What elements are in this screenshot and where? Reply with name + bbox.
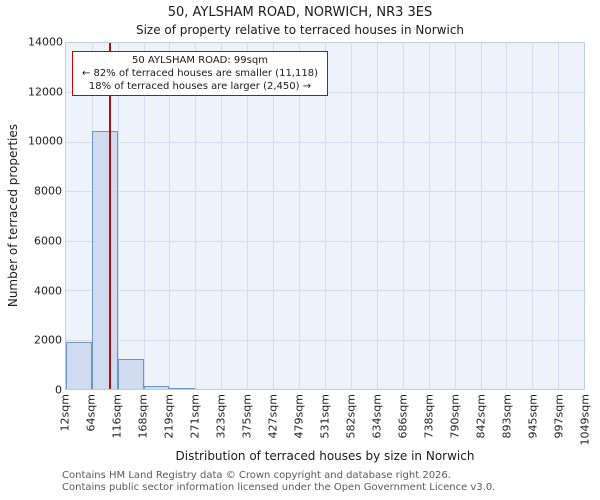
- y-gridline: [66, 240, 584, 242]
- x-gridline: [350, 43, 352, 389]
- x-gridline: [532, 43, 534, 389]
- x-tick-label: 945sqm: [526, 394, 540, 439]
- x-gridline: [273, 43, 275, 389]
- x-gridline: [247, 43, 249, 389]
- x-tick-label: 842sqm: [474, 394, 488, 439]
- y-tick-label: 12000: [28, 85, 63, 99]
- y-tick-label: 0: [55, 383, 62, 397]
- x-gridline: [221, 43, 223, 389]
- x-tick: 738sqm: [423, 394, 436, 442]
- histogram-bar: [117, 359, 144, 389]
- x-tick: 271sqm: [188, 394, 201, 442]
- x-tick-label: 64sqm: [84, 394, 98, 432]
- y-tick-label: 10000: [28, 134, 63, 148]
- x-tick-label: 271sqm: [188, 394, 202, 439]
- x-gridline: [402, 43, 404, 389]
- annotation-line2: ← 82% of terraced houses are smaller (11…: [82, 68, 318, 79]
- x-gridline: [325, 43, 327, 389]
- x-tick-label: 1049sqm: [578, 394, 592, 446]
- x-tick: 323sqm: [214, 394, 227, 442]
- y-tick-label: 6000: [34, 234, 62, 248]
- x-tick: 12sqm: [59, 394, 72, 435]
- y-tick-label: 8000: [34, 184, 62, 198]
- x-tick: 531sqm: [319, 394, 332, 442]
- x-gridline: [195, 43, 197, 389]
- y-gridline: [66, 141, 584, 143]
- y-gridline: [66, 191, 584, 193]
- histogram-bar: [169, 388, 196, 389]
- x-tick-label: 997sqm: [552, 394, 566, 439]
- x-tick-label: 790sqm: [448, 394, 462, 439]
- x-tick: 582sqm: [344, 394, 357, 442]
- x-gridline: [143, 43, 145, 389]
- x-tick: 634sqm: [370, 394, 383, 442]
- x-tick: 427sqm: [267, 394, 280, 442]
- x-gridline: [376, 43, 378, 389]
- x-tick-label: 582sqm: [344, 394, 358, 439]
- x-tick: 997sqm: [552, 394, 565, 442]
- y-axis-label: Number of terraced properties: [6, 42, 20, 390]
- chart-title: 50, AYLSHAM ROAD, NORWICH, NR3 3ES: [167, 5, 433, 20]
- footer: Contains HM Land Registry data © Crown c…: [62, 470, 495, 494]
- histogram-bar: [66, 342, 92, 389]
- x-tick-label: 116sqm: [110, 394, 124, 439]
- x-tick-label: 168sqm: [136, 394, 150, 439]
- x-tick: 116sqm: [111, 394, 124, 442]
- footer-line2: Contains public sector information licen…: [62, 482, 496, 493]
- x-tick: 790sqm: [449, 394, 462, 442]
- x-tick-label: 634sqm: [370, 394, 384, 439]
- x-gridline: [299, 43, 301, 389]
- histogram-bar: [143, 385, 170, 389]
- x-tick-label: 738sqm: [422, 394, 436, 439]
- y-tick-label: 4000: [34, 284, 62, 298]
- x-tick-label: 479sqm: [292, 394, 306, 439]
- x-tick-labels: 12sqm 64sqm 116sqm 168sqm 219sqm 271sqm 323sqm…: [59, 394, 592, 456]
- chart-subtitle: Size of property relative to terraced ho…: [135, 23, 465, 37]
- x-gridline: [506, 43, 508, 389]
- x-tick-label: 12sqm: [58, 394, 72, 432]
- x-tick: 842sqm: [475, 394, 488, 442]
- histogram-bar: [91, 130, 118, 389]
- x-tick: 479sqm: [293, 394, 306, 442]
- x-tick: 168sqm: [137, 394, 150, 442]
- plot-area: 50 AYLSHAM ROAD: 99sqm ← 82% of terraced…: [65, 42, 585, 390]
- y-gridline: [66, 290, 584, 292]
- footer-line1: Contains HM Land Registry data © Crown c…: [62, 470, 451, 481]
- y-tick-label: 14000: [28, 35, 63, 49]
- x-tick: 219sqm: [162, 394, 175, 442]
- x-tick: 1049sqm: [579, 394, 592, 449]
- x-tick: 686sqm: [396, 394, 409, 442]
- x-tick: 64sqm: [85, 394, 98, 435]
- x-axis-label: Distribution of terraced houses by size …: [175, 449, 475, 463]
- annotation-line1: 50 AYLSHAM ROAD: 99sqm: [132, 55, 268, 66]
- property-marker-line: [109, 43, 112, 389]
- x-tick: 893sqm: [500, 394, 513, 442]
- y-axis-label-text: Number of terraced properties: [6, 124, 20, 308]
- x-tick-label: 323sqm: [214, 394, 228, 439]
- x-tick-label: 375sqm: [240, 394, 254, 439]
- x-gridline: [480, 43, 482, 389]
- x-gridline: [558, 43, 560, 389]
- x-tick: 945sqm: [526, 394, 539, 442]
- y-gridline: [66, 339, 584, 341]
- annotation-box: 50 AYLSHAM ROAD: 99sqm ← 82% of terraced…: [72, 51, 328, 96]
- x-gridline: [117, 43, 119, 389]
- y-tick-label: 2000: [34, 333, 62, 347]
- annotation-line3: 18% of terraced houses are larger (2,450…: [88, 81, 312, 92]
- x-gridline: [169, 43, 171, 389]
- x-tick-label: 427sqm: [266, 394, 280, 439]
- x-gridline: [454, 43, 456, 389]
- x-tick-label: 219sqm: [162, 394, 176, 439]
- x-tick-label: 893sqm: [500, 394, 514, 439]
- x-tick-label: 531sqm: [318, 394, 332, 439]
- x-tick-label: 686sqm: [396, 394, 410, 439]
- x-tick: 375sqm: [241, 394, 254, 442]
- x-gridline: [428, 43, 430, 389]
- y-tick-labels: 0 2000 4000 6000 8000 10000 12000 14000: [28, 36, 63, 397]
